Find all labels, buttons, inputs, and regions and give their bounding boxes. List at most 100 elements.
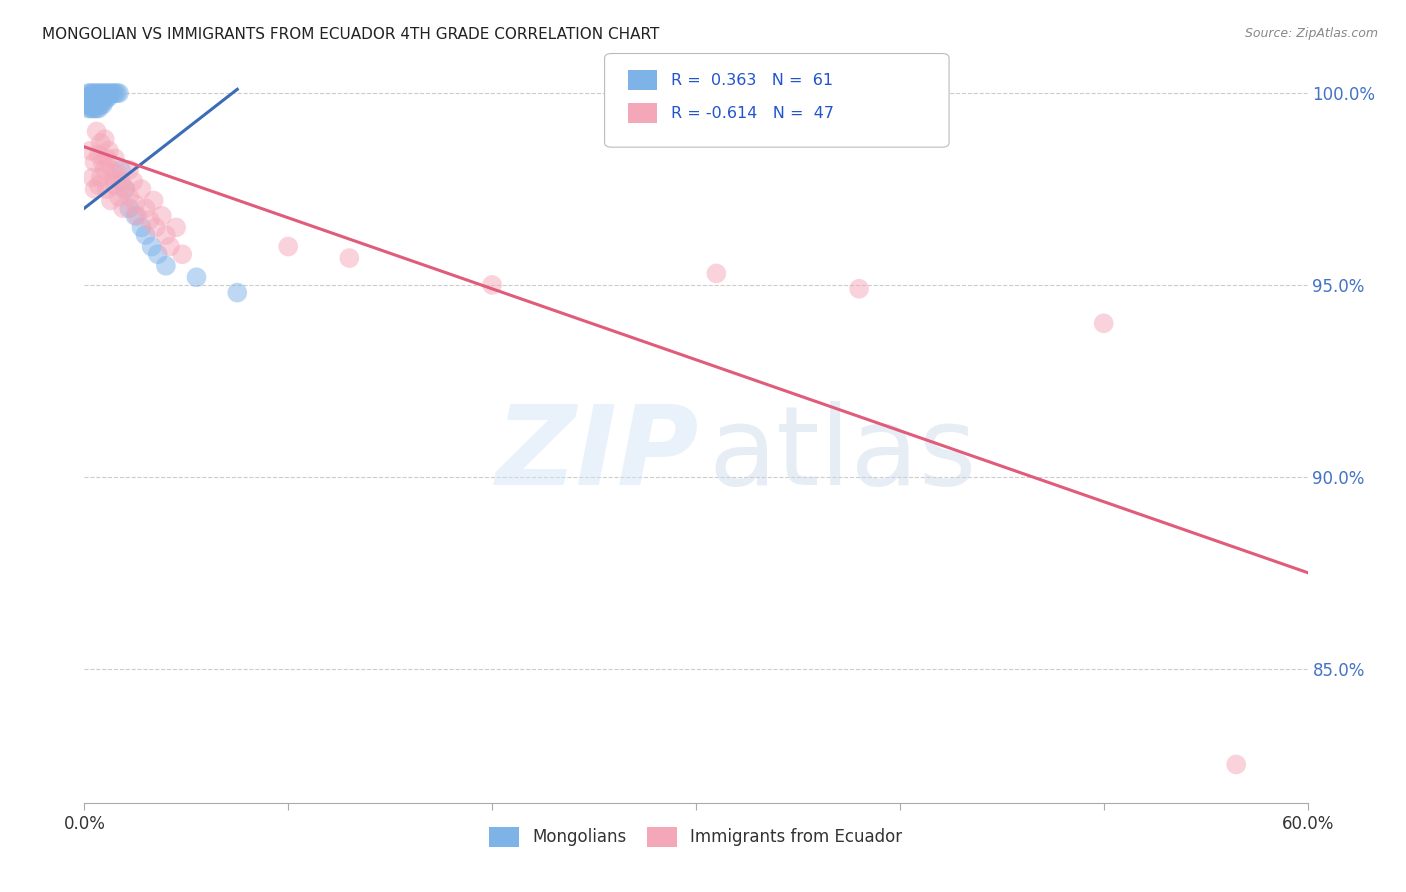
Point [82,170,104,185]
Point [82,90,104,104]
Point [87,90,110,104]
Point [82,94,104,108]
Point [124,209,146,223]
Point [91,86,114,100]
Point [90,90,112,104]
Point [101,86,124,100]
Point [481,277,503,292]
Point [87,178,110,193]
Point [1225,757,1247,772]
Point [75,94,97,108]
Point [108,190,131,204]
Text: R = -0.614   N =  47: R = -0.614 N = 47 [671,106,834,120]
Point [118,201,141,215]
Point [110,174,132,188]
Point [100,194,122,208]
Point [146,247,169,261]
Point [79,94,101,108]
Point [87,147,110,161]
Point [86,90,108,104]
Point [124,197,146,211]
Point [131,182,153,196]
Point [83,94,105,108]
Point [79,86,101,100]
Point [93,90,115,104]
Point [90,97,112,112]
Point [90,136,112,150]
Point [339,251,361,265]
Point [83,86,105,100]
Point [82,86,104,100]
Point [90,86,112,100]
Point [86,86,108,100]
Point [91,155,114,169]
Point [93,94,115,108]
Point [101,170,124,185]
Point [96,90,118,104]
Point [83,102,105,116]
Point [79,97,101,112]
Point [112,201,135,215]
Point [91,97,114,112]
Point [100,162,122,177]
Point [159,239,181,253]
Point [90,94,112,108]
Point [97,144,120,158]
Point [155,259,177,273]
Point [87,86,110,100]
Point [87,94,110,108]
Point [118,162,141,177]
Point [142,194,165,208]
Point [75,90,97,104]
Point [122,174,145,188]
Point [96,182,118,196]
Point [83,90,105,104]
Point [91,90,114,104]
Point [77,90,100,104]
Point [145,220,167,235]
Point [104,86,127,100]
Point [150,209,173,223]
Point [93,162,115,177]
Point [82,102,104,116]
Point [79,144,101,158]
Point [93,132,115,146]
Text: R =  0.363   N =  61: R = 0.363 N = 61 [671,73,832,87]
Point [82,97,104,112]
Point [77,102,100,116]
Point [77,86,100,100]
Point [97,86,120,100]
Point [87,102,110,116]
Point [114,182,136,196]
Point [79,102,101,116]
Point [86,94,108,108]
Point [127,209,149,223]
Point [135,201,157,215]
Text: ZIP: ZIP [496,401,700,508]
Point [155,228,177,243]
Text: Source: ZipAtlas.com: Source: ZipAtlas.com [1244,27,1378,40]
Point [86,102,108,116]
Point [75,97,97,112]
Point [848,282,870,296]
Point [77,97,100,112]
Point [138,212,160,227]
Point [90,170,112,185]
Point [118,190,141,204]
Point [110,162,132,177]
Point [165,220,187,235]
Text: MONGOLIAN VS IMMIGRANTS FROM ECUADOR 4TH GRADE CORRELATION CHART: MONGOLIAN VS IMMIGRANTS FROM ECUADOR 4TH… [42,27,659,42]
Point [83,97,105,112]
Point [83,182,105,196]
Point [114,182,136,196]
Point [77,94,100,108]
Text: atlas: atlas [709,401,977,508]
Point [277,239,299,253]
Point [100,86,122,100]
Point [93,86,115,100]
Point [1092,316,1115,330]
Point [105,167,128,181]
Point [97,90,120,104]
Point [86,124,108,138]
Point [186,270,208,285]
